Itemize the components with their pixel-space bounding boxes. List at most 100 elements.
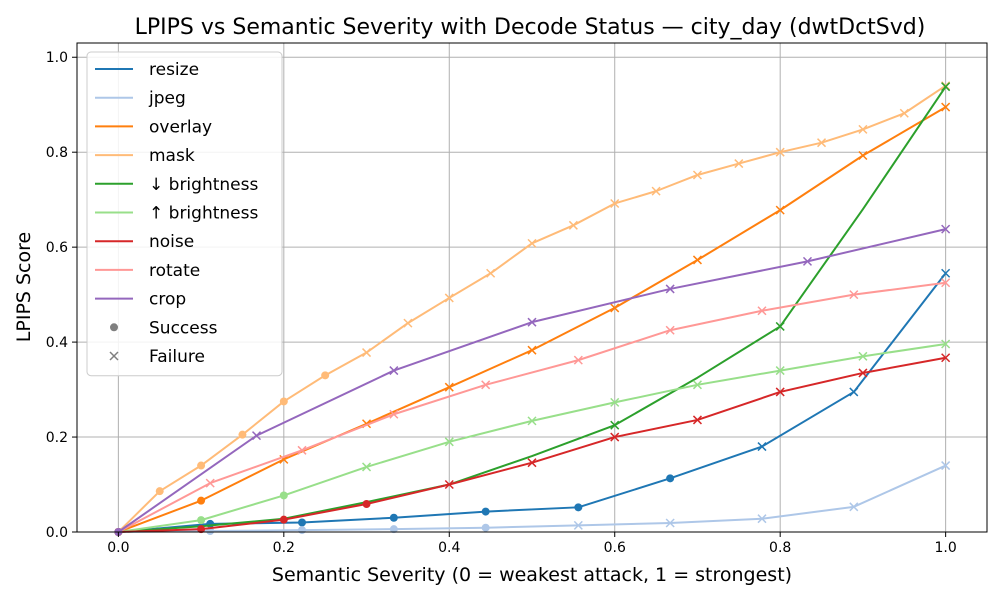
failure-point [775, 366, 785, 376]
success-point [279, 491, 288, 500]
x-tick-label: 1.0 [935, 540, 957, 556]
failure-point [527, 416, 537, 426]
failure-point [941, 102, 951, 112]
legend-label: ↓ brightness [149, 175, 258, 195]
failure-point [941, 353, 951, 363]
success-point [197, 461, 206, 470]
failure-point [941, 278, 951, 288]
failure-point [941, 82, 951, 92]
success-point [155, 487, 164, 496]
series-jpeg [114, 461, 951, 536]
failure-point [665, 325, 675, 335]
success-point [197, 516, 206, 525]
legend-failure-marker [109, 351, 119, 361]
y-tick-label: 0.8 [46, 145, 68, 161]
x-tick-label: 0.4 [438, 540, 460, 556]
legend-label: Failure [149, 347, 205, 367]
failure-point [205, 478, 215, 488]
failure-point [775, 387, 785, 397]
success-point [197, 496, 206, 505]
series-noise [114, 353, 951, 536]
legend-label: ↑ brightness [149, 204, 258, 224]
failure-point [362, 462, 372, 472]
failure-point [899, 108, 909, 118]
failure-point [610, 420, 620, 430]
success-point [481, 523, 490, 532]
y-tick-label: 1.0 [46, 50, 68, 66]
failure-point [817, 138, 827, 148]
failure-point [775, 147, 785, 157]
success-point [279, 515, 288, 524]
failure-point [734, 159, 744, 169]
failure-point [389, 366, 399, 376]
failure-point [941, 461, 951, 471]
failure-point [403, 318, 413, 328]
failure-point [757, 306, 767, 316]
legend-box [86, 51, 283, 377]
failure-point [858, 124, 868, 134]
failure-point [692, 170, 702, 180]
failure-point [692, 255, 702, 265]
failure-point [527, 317, 537, 327]
legend-label: overlay [149, 117, 212, 137]
legend-label: resize [149, 60, 199, 80]
x-tick-label: 0.0 [107, 540, 129, 556]
failure-point [389, 409, 399, 419]
x-tick-label: 0.2 [273, 540, 295, 556]
legend-label: mask [149, 146, 195, 166]
failure-point [858, 368, 868, 378]
success-point [238, 430, 247, 439]
failure-point [858, 150, 868, 161]
failure-point [610, 397, 620, 407]
x-tick-label: 0.8 [769, 540, 791, 556]
failure-point [444, 437, 454, 447]
failure-point [610, 432, 620, 442]
chart-title: LPIPS vs Semantic Severity with Decode S… [135, 15, 926, 40]
failure-point [941, 339, 951, 349]
success-point [666, 474, 675, 483]
failure-point [941, 224, 951, 234]
y-tick-label: 0.2 [46, 430, 68, 446]
legend: resize jpeg overlay mask ↓ brightness ↑ brigh… [86, 51, 283, 377]
failure-point [568, 220, 578, 230]
failure-point [665, 284, 675, 294]
legend-label: rotate [149, 261, 200, 281]
y-tick-label: 0.6 [46, 240, 68, 256]
y-tick-label: 0.4 [46, 335, 68, 351]
failure-point [941, 268, 951, 278]
failure-point [610, 198, 620, 208]
x-axis-label: Semantic Severity (0 = weakest attack, 1… [272, 564, 792, 586]
success-point [362, 499, 371, 508]
failure-point [486, 268, 496, 278]
failure-point [444, 293, 454, 303]
series-line [118, 86, 947, 533]
failure-point [665, 518, 675, 528]
failure-point [692, 415, 702, 425]
success-point [574, 503, 583, 512]
failure-point [444, 382, 454, 392]
failure-point [651, 186, 661, 196]
plot-series [114, 81, 951, 536]
failure-point [527, 238, 537, 248]
series-line [117, 281, 946, 533]
failure-point [775, 205, 785, 215]
failure-point [757, 442, 767, 452]
success-point [481, 507, 490, 516]
success-point [206, 519, 215, 528]
success-point [389, 513, 398, 522]
legend-label: crop [149, 290, 186, 310]
axis-ticks: 0.0 0.2 0.4 0.6 0.8 1.0 0.0 0.2 0.4 0.6 0.8 1.0 [46, 50, 957, 556]
legend-label: Success [149, 318, 218, 338]
failure-point [802, 256, 813, 266]
y-axis-label: LPIPS Score [13, 232, 35, 342]
success-point [298, 518, 307, 527]
success-point [389, 525, 398, 534]
failure-point [858, 351, 868, 361]
failure-point [527, 345, 537, 355]
failure-point [251, 431, 262, 441]
success-point [197, 525, 206, 534]
failure-point [527, 458, 537, 468]
failure-point [849, 387, 859, 397]
failure-point [692, 380, 702, 390]
